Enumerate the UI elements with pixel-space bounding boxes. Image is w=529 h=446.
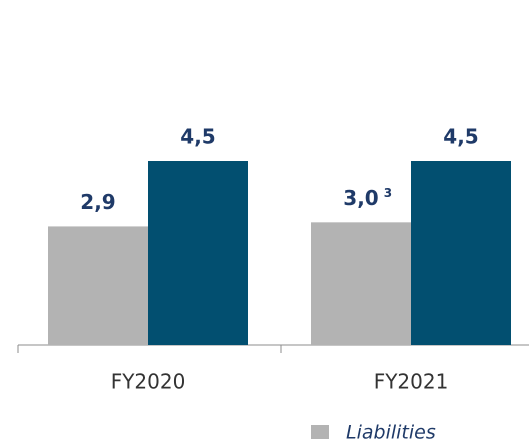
legend-label: Liabilities <box>346 422 436 444</box>
bar <box>148 161 248 345</box>
x-tick-label: FY2021 <box>374 370 449 394</box>
bar <box>411 161 511 345</box>
bar <box>311 222 411 345</box>
data-label: 2,9 <box>80 190 115 214</box>
data-label: 3,0 <box>343 186 378 210</box>
legend-swatch <box>311 425 329 439</box>
data-label: 4,5 <box>180 125 215 149</box>
x-tick-label: FY2020 <box>111 370 186 394</box>
footnote-mark: 3 <box>384 186 392 200</box>
bar <box>48 226 148 345</box>
data-label: 4,5 <box>443 125 478 149</box>
